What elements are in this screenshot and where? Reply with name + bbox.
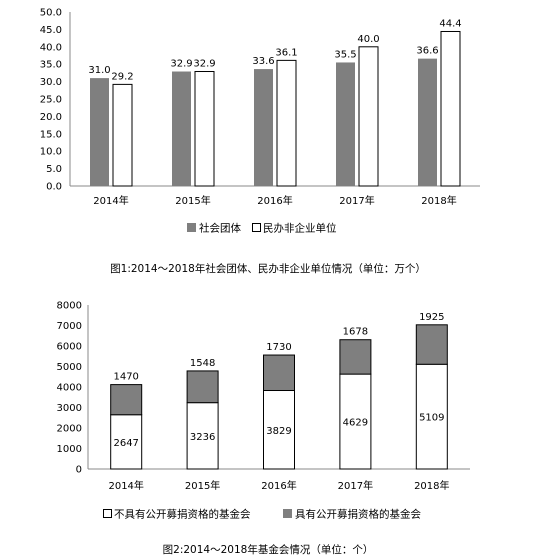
chart-2-bar-segment-non-public xyxy=(339,373,372,470)
chart-2-data-label-non-public: 4629 xyxy=(343,418,368,429)
chart-1-data-label-private-non-enterprise: 44.4 xyxy=(439,18,461,29)
chart-1-y-tick-label: 5.0 xyxy=(46,164,62,175)
chart-1-y-tick-label: 25.0 xyxy=(40,95,62,106)
chart-1-data-label-social-groups: 32.9 xyxy=(170,59,192,70)
chart-2-y-tick-label: 5000 xyxy=(57,362,82,373)
chart-2-legend-swatch-non-public xyxy=(103,509,112,518)
chart-2-y-tick-label: 6000 xyxy=(57,342,82,353)
chart-2-y-tick-label: 1000 xyxy=(57,444,82,455)
chart-2-data-label-non-public: 5109 xyxy=(419,413,444,424)
chart-1-bar-private-non-enterprise xyxy=(194,71,215,187)
chart-2-bar-segment-non-public xyxy=(110,414,143,470)
chart-2-y-tick-label: 2000 xyxy=(57,424,82,435)
chart-2-x-tick-label: 2018年 xyxy=(414,479,449,492)
chart-2-y-tick-label: 0 xyxy=(76,465,82,476)
chart-2-data-label-public: 1470 xyxy=(113,372,138,383)
chart-1-y-tick-label: 30.0 xyxy=(40,77,62,88)
chart-1-bar-private-non-enterprise xyxy=(276,59,297,187)
chart-2-x-tick-label: 2017年 xyxy=(338,479,373,492)
chart-2-data-label-public: 1548 xyxy=(190,358,215,369)
chart-1-legend-swatch-private-non-enterprise xyxy=(252,223,261,232)
chart-2-x-tick-label: 2015年 xyxy=(185,479,220,492)
chart-1-legend: 社会团体 民办非企业单位 xyxy=(187,222,337,235)
chart-1-x-tick-label: 2016年 xyxy=(257,194,292,207)
chart-2-data-label-public: 1925 xyxy=(419,312,444,323)
chart-2-foundations: 0 1000 2000 3000 4000 5000 6000 7000 8000 2647 14… xyxy=(57,301,470,556)
chart-2-data-label-public: 1678 xyxy=(343,327,368,338)
chart-2-bar-segment-public xyxy=(263,354,295,392)
chart-1-social-organizations: 0.0 5.0 10.0 15.0 20.0 25.0 30.0 35.0 40.0 45.0 50… xyxy=(40,8,480,275)
chart-1-data-label-private-non-enterprise: 40.0 xyxy=(357,34,379,45)
chart-1-data-label-private-non-enterprise: 29.2 xyxy=(111,71,133,82)
chart-1-y-tick-label: 15.0 xyxy=(40,129,62,140)
chart-1-data-label-social-groups: 35.5 xyxy=(334,49,356,60)
chart-1-y-tick-label: 20.0 xyxy=(40,112,62,123)
chart-2-y-tick-label: 4000 xyxy=(57,383,82,394)
chart-1-data-label-private-non-enterprise: 32.9 xyxy=(193,59,215,70)
chart-2-bar-segment-public xyxy=(339,339,372,375)
chart-2-bar-segment-non-public xyxy=(415,363,448,470)
chart-1-x-tick-label: 2014年 xyxy=(93,194,128,207)
chart-2-legend-label-public: 具有公开募捐资格的基金会 xyxy=(295,508,421,521)
chart-1-bar-social-groups xyxy=(336,62,355,186)
chart-1-x-tick-label: 2017年 xyxy=(339,194,374,207)
chart-1-bar-social-groups xyxy=(90,78,109,186)
chart-1-x-tick-label: 2018年 xyxy=(421,194,456,207)
chart-2-x-tick-label: 2016年 xyxy=(261,479,296,492)
chart-1-data-label-social-groups: 36.6 xyxy=(416,46,438,57)
chart-2-bar-segment-public xyxy=(186,370,219,404)
chart-1-legend-swatch-social-groups xyxy=(187,223,196,232)
chart-2-bar-segment-public xyxy=(415,324,448,365)
chart-1-bar-social-groups xyxy=(254,69,273,186)
chart-1-data-label-social-groups: 31.0 xyxy=(88,65,110,76)
chart-1-legend-label-private-non-enterprise: 民办非企业单位 xyxy=(263,222,337,235)
chart-1-bar-private-non-enterprise xyxy=(112,83,133,187)
chart-1-y-tick-label: 45.0 xyxy=(40,25,62,36)
chart-1-x-tick-label: 2015年 xyxy=(175,194,210,207)
chart-1-y-tick-label: 40.0 xyxy=(40,42,62,53)
chart-2-caption: 图2:2014～2018年基金会情况（单位：个） xyxy=(163,543,374,556)
chart-2-legend: 不具有公开募捐资格的基金会 具有公开募捐资格的基金会 xyxy=(103,508,421,521)
chart-2-y-tick-label: 8000 xyxy=(57,301,82,312)
chart-2-data-label-non-public: 2647 xyxy=(113,438,138,449)
chart-1-bar-private-non-enterprise xyxy=(440,30,461,187)
chart-1-bar-social-groups xyxy=(172,71,191,186)
chart-1-caption: 图1:2014～2018年社会团体、民办非企业单位情况（单位：万个） xyxy=(110,262,426,275)
chart-1-data-label-social-groups: 33.6 xyxy=(252,56,274,67)
chart-2-data-label-non-public: 3829 xyxy=(266,426,291,437)
chart-2-data-label-non-public: 3236 xyxy=(190,432,215,443)
chart-1-legend-label-social-groups: 社会团体 xyxy=(199,222,241,235)
chart-1-y-tick-label: 50.0 xyxy=(40,8,62,19)
chart-2-legend-swatch-public xyxy=(283,509,292,518)
chart-1-y-tick-label: 10.0 xyxy=(40,147,62,158)
chart-2-legend-label-non-public: 不具有公开募捐资格的基金会 xyxy=(114,508,251,521)
chart-1-bar-social-groups xyxy=(418,58,437,186)
chart-2-y-tick-label: 7000 xyxy=(57,321,82,332)
chart-2-data-label-public: 1730 xyxy=(266,342,291,353)
chart-2-y-tick-label: 3000 xyxy=(57,403,82,414)
chart-1-y-tick-label: 35.0 xyxy=(40,60,62,71)
chart-2-bar-segment-public xyxy=(110,384,143,416)
chart-1-data-label-private-non-enterprise: 36.1 xyxy=(275,47,297,58)
chart-2-bar-segment-non-public xyxy=(186,402,219,470)
chart-1-y-tick-label: 0.0 xyxy=(46,182,62,193)
chart-1-bar-private-non-enterprise xyxy=(358,46,379,187)
chart-2-x-tick-label: 2014年 xyxy=(108,479,143,492)
